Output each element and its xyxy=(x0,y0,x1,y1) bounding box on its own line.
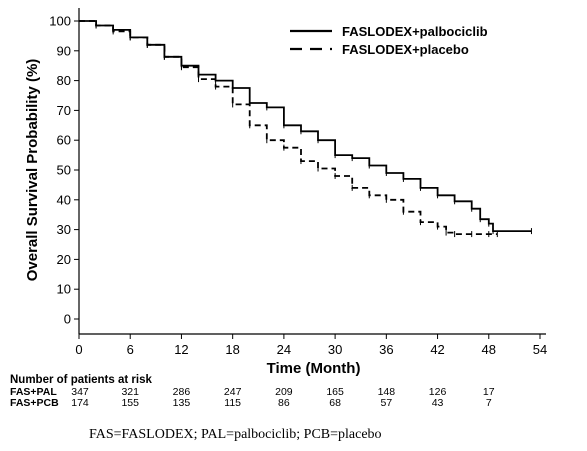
chart-axes xyxy=(78,8,546,335)
footnote: FAS=FASLODEX; PAL=palbociclib; PCB=place… xyxy=(89,427,382,442)
series-line-1 xyxy=(79,20,532,232)
risk-count: 321 xyxy=(121,386,139,398)
risk-count: 17 xyxy=(483,386,495,398)
risk-count: 174 xyxy=(71,397,89,409)
y-tick-label: 40 xyxy=(57,192,71,207)
y-axis-title: Overall Survival Probability (%) xyxy=(24,59,41,282)
x-tick-label: 6 xyxy=(127,342,134,357)
y-tick-label: 30 xyxy=(57,222,71,237)
y-tick-label: 70 xyxy=(57,103,71,118)
risk-row-label: FAS+PAL xyxy=(10,386,57,398)
risk-count: 347 xyxy=(71,386,89,398)
x-tick-label: 30 xyxy=(328,342,342,357)
x-tick-label: 24 xyxy=(277,342,291,357)
x-tick-label: 12 xyxy=(174,342,188,357)
risk-table: Number of patients at risk FAS+PAL 347 321… xyxy=(10,374,495,409)
chart-ticks: 0 10 20 30 40 50 60 70 80 90 100 0 6 12 18 24 30 36 42 48 54 xyxy=(49,14,547,358)
risk-row-label: FAS+PCB xyxy=(10,397,59,409)
risk-count: 68 xyxy=(329,397,341,409)
risk-count: 165 xyxy=(326,386,344,398)
x-tick-label: 42 xyxy=(430,342,444,357)
x-tick-label: 0 xyxy=(75,342,82,357)
risk-count: 43 xyxy=(432,397,444,409)
risk-count: 209 xyxy=(275,386,293,398)
risk-count: 247 xyxy=(224,386,242,398)
chart-legend: FASLODEX+palbociclib FASLODEX+placebo xyxy=(290,24,488,57)
risk-count: 126 xyxy=(429,386,447,398)
y-tick-label: 100 xyxy=(49,14,71,29)
x-axis-title: Time (Month) xyxy=(267,360,361,377)
y-tick-label: 50 xyxy=(57,163,71,178)
legend-label-1: FASLODEX+palbociclib xyxy=(342,24,488,39)
risk-count: 155 xyxy=(121,397,139,409)
x-tick-label: 18 xyxy=(225,342,239,357)
x-tick-label: 36 xyxy=(379,342,393,357)
legend-label-2: FASLODEX+placebo xyxy=(342,42,469,57)
y-tick-label: 60 xyxy=(57,133,71,148)
series-line-2 xyxy=(79,20,498,235)
risk-count: 286 xyxy=(173,386,191,398)
risk-count: 57 xyxy=(380,397,392,409)
risk-table-title: Number of patients at risk xyxy=(10,374,152,386)
x-tick-label: 48 xyxy=(482,342,496,357)
y-tick-label: 0 xyxy=(64,312,71,327)
y-tick-label: 10 xyxy=(57,282,71,297)
x-tick-label: 54 xyxy=(533,342,547,357)
risk-count: 86 xyxy=(278,397,290,409)
chart-series xyxy=(79,20,532,238)
risk-count: 148 xyxy=(378,386,396,398)
risk-count: 115 xyxy=(224,397,241,409)
y-tick-label: 80 xyxy=(57,73,71,88)
y-tick-label: 20 xyxy=(57,252,71,267)
y-tick-label: 90 xyxy=(57,43,71,58)
risk-count: 7 xyxy=(486,397,492,409)
risk-count: 135 xyxy=(173,397,191,409)
